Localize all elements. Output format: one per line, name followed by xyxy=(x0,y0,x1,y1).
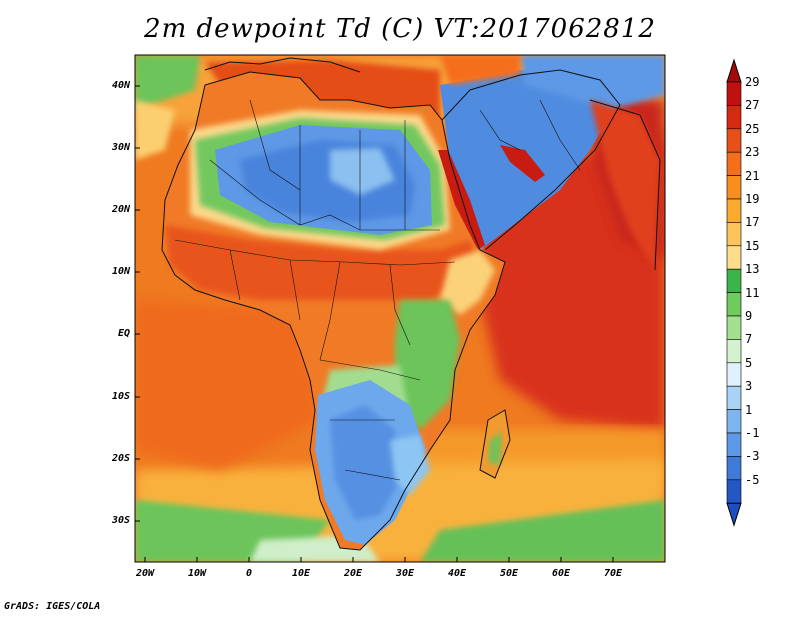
colorbar-swatch xyxy=(726,315,742,340)
lon-label: 30E xyxy=(395,568,415,579)
colorbar-label: -3 xyxy=(745,449,760,464)
colorbar-swatch xyxy=(726,362,742,387)
lat-label: 10S xyxy=(111,391,130,402)
axis-ticks xyxy=(135,85,614,562)
lon-label: 10E xyxy=(291,568,311,579)
borders xyxy=(174,99,581,481)
lon-label: 60E xyxy=(551,568,571,579)
east-africa-green xyxy=(395,300,460,430)
lon-label: 20W xyxy=(135,568,155,579)
lon-label: 0 xyxy=(245,568,253,579)
colorbar xyxy=(726,58,742,527)
lat-label: 10N xyxy=(111,266,130,277)
colorbar-label: 19 xyxy=(745,192,760,206)
colorbar-swatch xyxy=(726,339,742,364)
colorbar-swatch xyxy=(726,198,742,223)
sahel-humid xyxy=(165,225,480,300)
colorbar-swatch xyxy=(726,245,742,270)
colorbar-swatch xyxy=(726,409,742,434)
colorbar-label: 21 xyxy=(745,168,760,183)
colorbar-swatch xyxy=(726,151,742,176)
colorbar-label: 7 xyxy=(745,332,753,347)
grads-credit: GrADS: IGES/COLA xyxy=(4,601,101,612)
colorbar-swatch xyxy=(726,385,742,410)
red-sea xyxy=(438,150,485,250)
colorbar-swatch xyxy=(726,268,742,293)
lat-label: 20S xyxy=(111,453,130,464)
colorbar-label: 13 xyxy=(745,262,760,277)
lat-label: 30S xyxy=(111,515,130,526)
colorbar-swatch xyxy=(726,222,742,247)
colorbar-label: 23 xyxy=(745,145,760,160)
colorbar-label: 15 xyxy=(745,238,760,253)
map-frame xyxy=(134,54,666,563)
lat-label: 30N xyxy=(111,142,130,153)
lon-label: 10W xyxy=(187,568,207,579)
map-title: 2m dewpoint Td (C) VT:2017062812 xyxy=(144,14,656,44)
colorbar-label: 5 xyxy=(745,355,753,370)
colorbar-label: 3 xyxy=(745,379,753,394)
colorbar-swatch xyxy=(726,128,742,153)
lat-label: 20N xyxy=(111,204,130,215)
colorbar-label: 27 xyxy=(745,98,760,113)
lon-label: 50E xyxy=(499,568,519,579)
colorbar-swatch xyxy=(726,432,742,457)
colorbar-swatch xyxy=(726,175,742,200)
lon-label: 70E xyxy=(603,568,623,579)
coastlines xyxy=(161,57,661,551)
colorbar-swatch xyxy=(726,81,742,106)
persian-gulf xyxy=(500,145,545,182)
north-atlantic-green xyxy=(135,55,200,110)
lat-label: 40N xyxy=(111,80,130,91)
colorbar-swatch xyxy=(726,292,742,317)
colorbar-label: 29 xyxy=(745,75,760,89)
colorbar-label: -5 xyxy=(745,472,760,487)
colorbar-label: 17 xyxy=(745,215,760,230)
lon-label: 20E xyxy=(343,568,363,579)
colorbar-swatch xyxy=(726,105,742,130)
lon-label: 40E xyxy=(447,568,467,579)
colorbar-label: 1 xyxy=(745,402,753,417)
colorbar-top-arrow xyxy=(726,58,742,83)
colorbar-bottom-arrow xyxy=(726,502,742,527)
lat-label: EQ xyxy=(117,328,130,339)
map-field xyxy=(135,55,665,562)
colorbar-label: 9 xyxy=(745,309,753,323)
colorbar-label: 25 xyxy=(745,121,760,136)
colorbar-swatch xyxy=(726,479,742,504)
south-indian-green xyxy=(420,500,665,562)
colorbar-label: 11 xyxy=(745,285,760,300)
colorbar-swatch xyxy=(726,456,742,481)
colorbar-label: -1 xyxy=(745,426,760,440)
